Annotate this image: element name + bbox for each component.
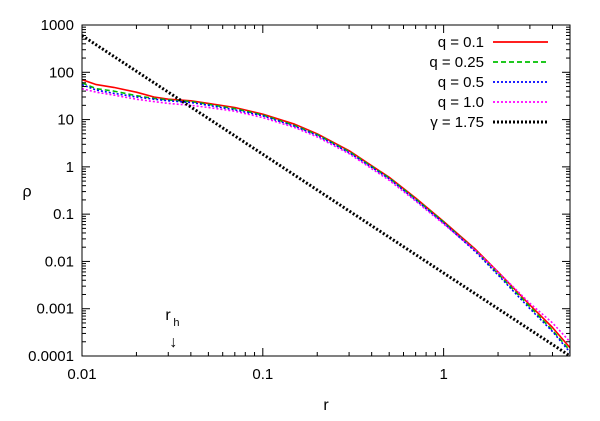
legend-label: q = 0.25: [429, 54, 484, 71]
x-axis-title: r: [323, 397, 329, 414]
legend-label: q = 0.1: [438, 34, 484, 51]
y-tick-label: 0.0001: [28, 348, 74, 365]
annotation-r-label: r: [165, 307, 171, 324]
legend-label: q = 0.5: [438, 74, 484, 91]
y-tick-label: 100: [49, 64, 74, 81]
legend-label: q = 1.0: [438, 94, 484, 111]
series-line-2: [82, 82, 570, 352]
plot-frame: [81, 24, 571, 357]
series-line-5: [82, 34, 570, 356]
y-tick-label: 0.1: [53, 206, 74, 223]
series-line-4: [82, 87, 570, 343]
annotation-h-subscript: h: [173, 317, 179, 329]
y-tick-label: 0.01: [45, 253, 74, 270]
series-line-3: [82, 83, 570, 353]
y-tick-label: 1000: [41, 17, 74, 34]
legend: q = 0.1 q = 0.25 q = 0.5 q = 1.0 γ = 1.75: [429, 34, 548, 131]
y-tick-label: 10: [57, 112, 74, 129]
x-tick-label: 0.01: [67, 366, 96, 383]
y-tick-label: 0.001: [36, 301, 74, 318]
x-tick-label: 1: [439, 366, 447, 383]
x-tick-label: 0.1: [252, 366, 273, 383]
y-tick-label: 1: [66, 159, 74, 176]
data-series-layer: [82, 34, 570, 356]
y-axis-title: ρ: [22, 184, 31, 201]
legend-label: γ = 1.75: [430, 114, 484, 131]
axis-ticks: 0.0001 0.001 0.01 0.1 1 10 100 1000 0.01 0.1 1: [28, 17, 570, 383]
half-mass-radius-annotation: r h ↓: [165, 307, 179, 351]
down-arrow-icon: ↓: [169, 334, 177, 351]
